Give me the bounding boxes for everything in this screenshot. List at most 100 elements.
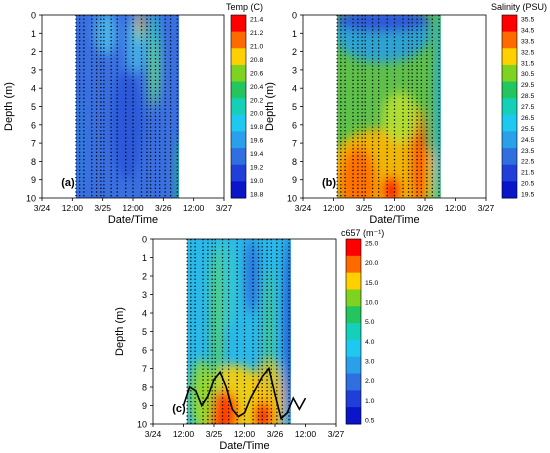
contour-patch: [151, 36, 158, 111]
y-tick-label: 10: [287, 194, 297, 204]
y-tick-label: 9: [31, 175, 36, 185]
colorbar-tick-label: 26.5: [521, 115, 534, 122]
panel-1: 0 1 2 3 4 5 6 7 8 9 103/24 12:00 3/25 12:00 3/26 12:00 3…: [3, 2, 263, 226]
y-tick-label: 9: [292, 175, 297, 185]
colorbar-tick-label: 20.6: [250, 70, 263, 77]
colorbar-tick-label: 19.0: [250, 178, 263, 185]
colorbar-segment: [346, 306, 361, 324]
colorbar-tick-label: 27.5: [521, 104, 534, 111]
colorbar-tick-label: 20.5: [521, 181, 534, 188]
colorbar-segment: [502, 15, 517, 33]
colorbar-tick-label: 0.5: [365, 418, 375, 425]
colorbar-segment: [231, 98, 246, 116]
colorbar-segment: [502, 98, 517, 116]
y-tick-label: 0: [31, 11, 36, 21]
y-tick-label: 4: [31, 84, 36, 94]
x-tick-label: 3/24: [295, 203, 312, 213]
y-tick-label: 8: [142, 383, 147, 393]
y-tick-label: 6: [31, 120, 36, 130]
x-tick-label: 12:00: [173, 429, 195, 439]
colorbar-segment: [346, 323, 361, 341]
colorbar-tick-label: 21.4: [250, 17, 263, 24]
colorbar-segment: [346, 339, 361, 358]
y-tick-label: 5: [142, 327, 147, 337]
x-axis-label: Date/Time: [369, 214, 419, 226]
y-tick-label: 0: [142, 235, 147, 245]
colorbar-segment: [231, 64, 246, 83]
colorbar-segment: [346, 390, 361, 408]
y-tick-label: 6: [292, 120, 297, 130]
contour-patch: [382, 91, 419, 144]
colorbar-tick-label: 19.8: [250, 124, 263, 131]
y-tick-label: 2: [142, 272, 147, 282]
colorbar-segment: [346, 289, 361, 307]
colorbar-title: Temp (C): [226, 2, 263, 12]
colorbar-segment: [502, 114, 517, 132]
x-tick-label: 3/26: [267, 429, 284, 439]
colorbar-segment: [231, 148, 246, 166]
colorbar-segment: [231, 31, 246, 49]
colorbar-segment: [346, 356, 361, 375]
x-tick-label: 12:00: [323, 203, 345, 213]
y-tick-label: 7: [292, 139, 297, 149]
colorbar-tick-label: 2.0: [365, 378, 375, 385]
y-axis-label: Depth (m): [264, 82, 276, 131]
colorbar-title: c657 (m⁻¹): [341, 228, 384, 238]
y-tick-label: 7: [142, 364, 147, 374]
colorbar-segment: [502, 64, 517, 83]
colorbar-tick-label: 19.4: [250, 151, 263, 158]
x-tick-label: 12:00: [234, 429, 256, 439]
y-tick-label: 1: [292, 29, 297, 39]
colorbar-tick-label: 35.5: [521, 17, 534, 24]
x-tick-label: 3/24: [145, 429, 162, 439]
y-tick-label: 0: [292, 11, 297, 21]
y-axis-label: Depth (m): [114, 307, 126, 356]
colorbar-tick-label: 1.0: [365, 398, 375, 405]
colorbar-tick-label: 10.0: [365, 300, 378, 307]
y-tick-label: 3: [292, 65, 297, 75]
colorbar-segment: [231, 181, 246, 199]
contour-patch: [244, 239, 260, 313]
y-tick-label: 8: [31, 157, 36, 167]
contour-patch: [339, 146, 377, 198]
colorbar-frame: [230, 14, 247, 199]
y-tick-label: 10: [137, 420, 147, 430]
contour-patch: [435, 15, 441, 198]
colorbar-tick-label: 20.2: [250, 97, 263, 104]
x-tick-label: 3/27: [216, 203, 233, 213]
x-tick-label: 3/27: [478, 203, 495, 213]
x-tick-label: 12:00: [384, 203, 406, 213]
contour-patch: [382, 176, 401, 198]
colorbar-tick-label: 19.6: [250, 138, 263, 145]
colorbar-tick-label: 25.5: [521, 126, 534, 133]
colorbar-segment: [231, 114, 246, 132]
colorbar-segment: [502, 81, 517, 99]
contour-patch: [429, 157, 436, 198]
colorbar-segment: [231, 15, 246, 33]
y-tick-label: 4: [142, 309, 147, 319]
colorbar-segment: [231, 81, 246, 99]
colorbar-tick-label: 31.5: [521, 60, 534, 67]
colorbar-tick-label: 29.5: [521, 82, 534, 89]
colorbar-tick-label: 21.0: [250, 43, 263, 50]
colorbar-tick-label: 21.2: [250, 30, 263, 37]
colorbar-tick-label: 5.0: [365, 319, 375, 326]
colorbar-segment: [346, 373, 361, 391]
x-tick-label: 3/25: [206, 429, 223, 439]
colorbar-tick-label: 20.0: [365, 260, 378, 267]
contour-patch: [253, 401, 272, 424]
overlay-line: [182, 366, 307, 420]
colorbar-tick-label: 32.5: [521, 49, 534, 56]
contour-field: [187, 239, 291, 424]
colorbar-tick-label: 20.0: [250, 111, 263, 118]
x-tick-label: 3/26: [155, 203, 172, 213]
colorbar-segment: [502, 181, 517, 199]
colorbar-tick-label: 33.5: [521, 38, 534, 45]
colorbar-tick-label: 22.5: [521, 159, 534, 166]
y-axis-label: Depth (m): [3, 82, 15, 131]
colorbar-title: Salinity (PSU): [491, 2, 547, 12]
y-tick-label: 2: [31, 47, 36, 57]
y-tick-label: 5: [292, 102, 297, 112]
x-tick-label: 12:00: [62, 203, 84, 213]
